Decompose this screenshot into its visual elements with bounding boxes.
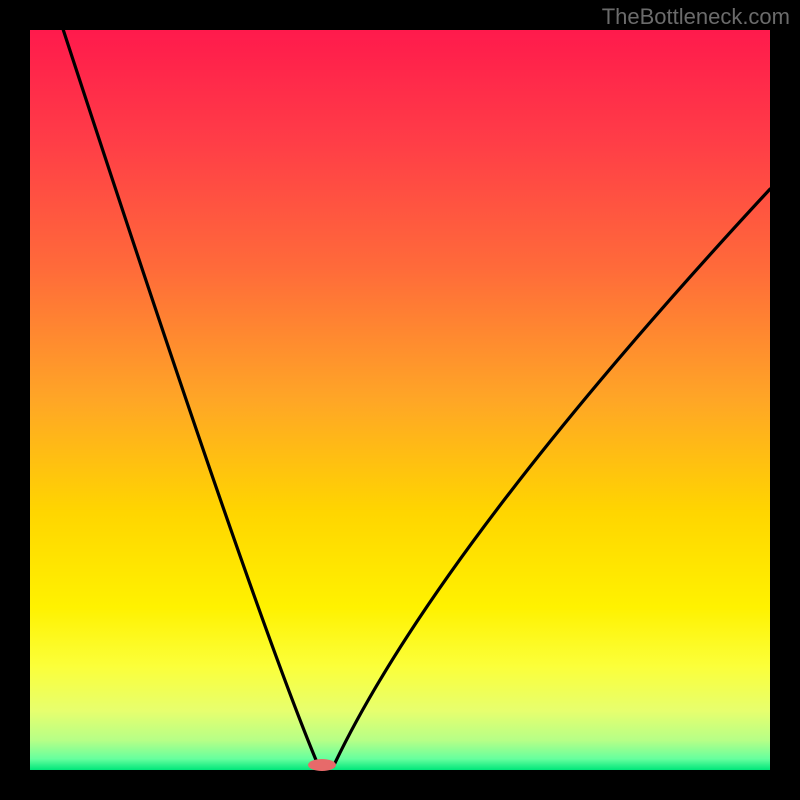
watermark-text: TheBottleneck.com xyxy=(602,4,790,30)
optimum-marker xyxy=(308,759,336,771)
plot-area xyxy=(30,30,770,770)
bottleneck-curve xyxy=(30,30,770,770)
